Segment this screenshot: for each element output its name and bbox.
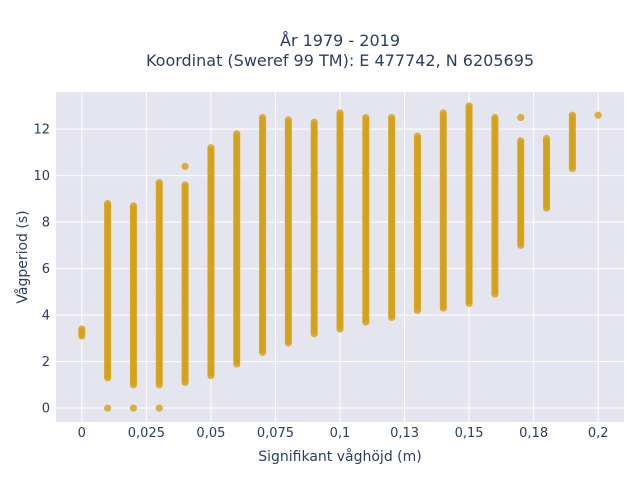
data-point	[181, 181, 189, 189]
data-point	[517, 137, 525, 145]
data-point	[104, 199, 112, 208]
chart-title-line-2: Koordinat (Sweref 99 TM): E 477742, N 62…	[146, 51, 534, 70]
x-tick-label: 0,2	[588, 426, 609, 441]
x-tick-label: 0,1	[330, 426, 351, 441]
x-tick-label: 0,15	[455, 426, 484, 441]
data-point	[284, 116, 292, 124]
y-tick-label: 4	[42, 309, 50, 324]
y-tick-labels: 0 2 4 6 8 10 12	[33, 123, 50, 417]
data-point	[542, 134, 551, 143]
data-point	[233, 130, 241, 138]
x-tick-label: 0,05	[196, 426, 225, 441]
data-point	[155, 179, 163, 187]
data-point	[336, 109, 344, 117]
x-axis-title: Signifikant våghöjd (m)	[258, 448, 421, 465]
y-tick-label: 8	[42, 216, 50, 231]
data-point	[310, 118, 318, 126]
data-point	[129, 404, 138, 412]
data-point	[207, 144, 215, 152]
chart-title-line-1: År 1979 - 2019	[280, 31, 400, 50]
y-tick-label: 10	[33, 169, 50, 184]
y-tick-label: 2	[42, 355, 50, 370]
x-tick-label: 0	[78, 426, 86, 441]
data-point	[129, 202, 138, 210]
y-tick-label: 12	[33, 123, 50, 138]
data-point	[491, 113, 499, 122]
y-axis-title: Vågperiod (s)	[14, 210, 31, 303]
data-point	[413, 132, 422, 140]
data-point	[104, 404, 112, 412]
data-point	[388, 113, 396, 122]
data-point	[568, 111, 576, 119]
data-point	[78, 325, 86, 333]
data-point	[465, 102, 473, 110]
x-tick-labels: 0 0,025 0,05 0,075 0,1 0,13 0,15 0,18 0,2	[78, 426, 609, 441]
y-tick-label: 6	[42, 262, 50, 277]
x-tick-label: 0,025	[128, 426, 165, 441]
x-tick-label: 0,075	[257, 426, 294, 441]
x-tick-label: 0,13	[390, 426, 419, 441]
x-tick-label: 0,18	[519, 426, 548, 441]
data-point	[439, 109, 447, 117]
y-tick-label: 0	[42, 402, 50, 417]
data-point	[258, 113, 267, 122]
data-point	[362, 113, 370, 122]
data-point	[155, 404, 163, 412]
data-point	[594, 111, 602, 119]
data-point	[517, 113, 525, 122]
data-points	[78, 102, 602, 412]
data-point	[181, 162, 189, 170]
